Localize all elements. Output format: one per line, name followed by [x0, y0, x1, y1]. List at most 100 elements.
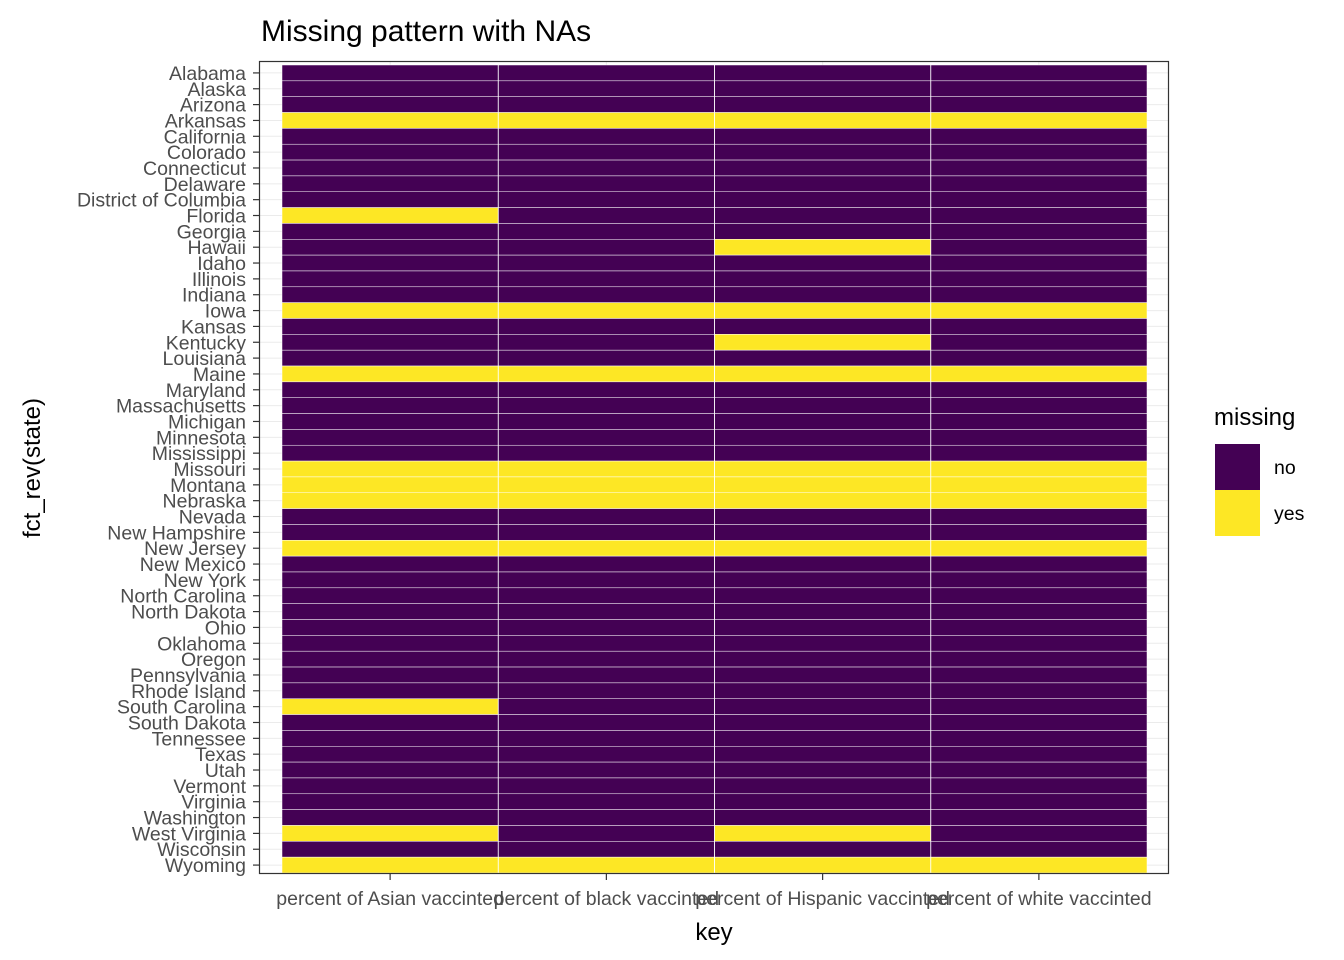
- heatmap-cell: [498, 349, 715, 367]
- heatmap-cell: [714, 175, 931, 192]
- heatmap-cell: [281, 809, 499, 826]
- heatmap-cell: [498, 698, 715, 715]
- heatmap-cell: [281, 349, 499, 367]
- heatmap-cell: [498, 191, 715, 208]
- heatmap-cell: [281, 381, 499, 398]
- heatmap-cell: [281, 666, 499, 684]
- heatmap-cell: [498, 619, 715, 636]
- y-tick-label: New Mexico: [140, 554, 246, 576]
- heatmap-cell: [498, 318, 715, 335]
- heatmap-cell: [930, 746, 1148, 763]
- heatmap-cell: [498, 270, 715, 288]
- heatmap-cell: [281, 286, 499, 303]
- heatmap-cell: [498, 239, 715, 256]
- heatmap-cell: [714, 682, 931, 699]
- heatmap-cell: [281, 587, 499, 604]
- heatmap-cell: [714, 429, 931, 446]
- heatmap-cell: [281, 128, 499, 145]
- heatmap-cell: [930, 508, 1148, 525]
- heatmap-cell: [930, 619, 1148, 636]
- heatmap-cell: [498, 444, 715, 462]
- heatmap-cell: [714, 603, 931, 620]
- heatmap-cell: [498, 841, 715, 858]
- heatmap-cell: [930, 666, 1148, 684]
- heatmap-cell: [714, 460, 931, 478]
- y-tick-label: Nevada: [179, 507, 246, 529]
- y-tick-label: New Hampshire: [107, 522, 246, 544]
- y-tick-label: Oregon: [181, 649, 246, 671]
- heatmap-cell: [498, 761, 715, 779]
- heatmap-cell: [498, 555, 715, 573]
- heatmap-cell: [714, 730, 931, 747]
- heatmap-cell: [281, 698, 499, 715]
- heatmap-cell: [930, 650, 1148, 668]
- heatmap-cell: [714, 64, 931, 82]
- heatmap-cell: [498, 587, 715, 604]
- heatmap-cell: [714, 96, 931, 113]
- heatmap-cell: [281, 444, 499, 462]
- y-tick-label: Idaho: [197, 253, 246, 275]
- heatmap-cell: [498, 254, 715, 272]
- y-tick-label: North Dakota: [131, 602, 246, 624]
- heatmap-cell: [714, 619, 931, 636]
- heatmap-cell: [930, 365, 1148, 383]
- heatmap-cell: [714, 365, 931, 383]
- heatmap-cell: [498, 856, 715, 874]
- chart-title: Missing pattern with NAs: [261, 15, 591, 48]
- y-tick-label: Vermont: [173, 776, 246, 798]
- heatmap-cell: [281, 254, 499, 272]
- heatmap-cell: [714, 761, 931, 779]
- heatmap-cell: [714, 334, 931, 351]
- heatmap-cell: [498, 746, 715, 763]
- legend-label: no: [1274, 457, 1296, 479]
- heatmap-cell: [498, 540, 715, 557]
- y-tick-label: New York: [164, 570, 247, 592]
- heatmap-cell: [498, 64, 715, 82]
- heatmap-cell: [714, 318, 931, 335]
- heatmap-cell: [498, 112, 715, 129]
- heatmap-cell: [498, 143, 715, 161]
- heatmap-cell: [498, 524, 715, 541]
- y-tick-label: Hawaii: [187, 237, 246, 259]
- heatmap-cell: [714, 254, 931, 272]
- heatmap-cell: [930, 492, 1148, 509]
- heatmap-cell: [930, 302, 1148, 319]
- heatmap-cell: [930, 856, 1148, 874]
- heatmap-cell: [714, 143, 931, 161]
- heatmap-cell: [714, 492, 931, 509]
- y-tick-label: Utah: [205, 760, 246, 782]
- heatmap-cell: [714, 635, 931, 652]
- heatmap-cell: [281, 492, 499, 509]
- heatmap-cell: [930, 223, 1148, 240]
- heatmap-cell: [714, 159, 931, 177]
- heatmap-cell: [714, 397, 931, 414]
- heatmap-cell: [281, 460, 499, 478]
- heatmap-cell: [281, 334, 499, 351]
- heatmap-cell: [498, 603, 715, 620]
- x-axis-label: key: [695, 919, 732, 946]
- heatmap-cell: [930, 64, 1148, 82]
- y-tick-label: Mississippi: [152, 443, 246, 465]
- y-tick-label: Montana: [170, 475, 246, 497]
- heatmap-cell: [930, 524, 1148, 541]
- heatmap-cell: [930, 286, 1148, 303]
- y-tick-label: South Carolina: [117, 697, 246, 719]
- heatmap-cell: [498, 96, 715, 113]
- heatmap-cell: [714, 80, 931, 97]
- legend: missing no yes: [1214, 404, 1305, 536]
- heatmap-cell: [714, 270, 931, 288]
- heatmap-cell: [714, 112, 931, 129]
- heatmap-cell: [498, 666, 715, 684]
- heatmap-cell: [714, 714, 931, 731]
- y-tick-label: Tennessee: [152, 728, 246, 750]
- x-tick-label: percent of black vaccinted: [494, 888, 719, 910]
- heatmap-cell: [498, 682, 715, 699]
- y-tick-label: Iowa: [205, 301, 246, 323]
- heatmap-cell: [498, 635, 715, 652]
- heatmap-cell: [498, 80, 715, 97]
- heatmap-cell: [930, 381, 1148, 398]
- heatmap-cell: [930, 555, 1148, 573]
- y-tick-label: Maine: [193, 364, 246, 386]
- heatmap-cell: [498, 777, 715, 795]
- heatmap-cell: [714, 302, 931, 319]
